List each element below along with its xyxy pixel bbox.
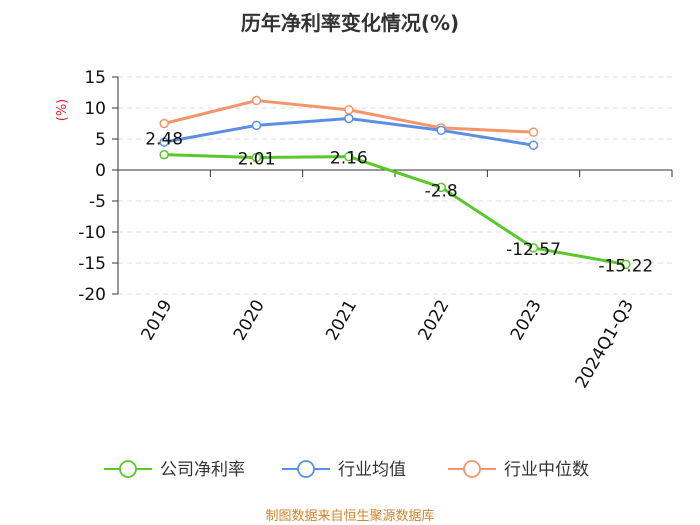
data-point-industry_avg: [436, 125, 446, 136]
y-tick-label: 0: [95, 161, 106, 181]
legend-marker-company: [119, 460, 137, 478]
y-tick-label: 5: [95, 130, 106, 150]
legend-label-industry_median: 行业中位数: [504, 460, 589, 480]
x-tick-label: 2022: [415, 297, 454, 344]
legend-marker-industry_median: [463, 460, 481, 478]
data-point-company: [528, 243, 539, 253]
data-point-industry_avg: [159, 137, 169, 147]
x-tick-label: 2024Q1-Q3: [572, 297, 639, 392]
chart-title: 历年净利率变化情况(%): [241, 11, 459, 35]
y-tick-label: 15: [84, 68, 106, 88]
x-tick-label: 2020: [230, 297, 269, 344]
y-unit-label: (%): [55, 99, 70, 122]
y-tick-label: 10: [84, 99, 106, 119]
data-point-company: [159, 149, 169, 160]
x-tick-label: 2023: [507, 297, 546, 344]
data-label: 2.48: [145, 130, 183, 150]
data-label: 2.01: [238, 150, 276, 170]
data-point-industry_median: [344, 105, 354, 115]
y-tick-label: -20: [78, 285, 106, 305]
data-point-company: [251, 152, 262, 163]
source-note: 制图数据来自恒生聚源数据库: [265, 508, 434, 524]
data-point-industry_median: [159, 118, 169, 129]
grid-lines: [118, 76, 672, 295]
data-label: -12.57: [506, 240, 561, 260]
data-point-company: [344, 151, 354, 162]
x-tick-label: 2021: [322, 297, 361, 344]
legend-label-company: 公司净利率: [160, 460, 245, 480]
data-point-industry_median: [251, 95, 262, 106]
legend: 公司净利率 行业均值 行业中位数: [104, 460, 589, 480]
series-lines: [159, 95, 631, 270]
data-label: -2.8: [425, 181, 458, 201]
data-label: 2.16: [330, 149, 368, 169]
y-tick-label: -10: [78, 223, 106, 243]
series-line-company: [164, 153, 627, 266]
y-tick-label: -15: [78, 254, 106, 274]
data-point-industry_avg: [344, 113, 354, 124]
y-tick-label: -5: [89, 192, 106, 212]
data-point-industry_avg: [251, 120, 262, 131]
data-point-industry_median: [528, 127, 539, 137]
data-labels: 2.48 2.01 2.16 -2.8 -12.57 -15.22: [145, 130, 653, 277]
x-tick-label: 2019: [138, 297, 177, 344]
data-point-company: [436, 182, 446, 193]
data-point-company: [621, 259, 631, 270]
data-point-industry_avg: [528, 140, 539, 150]
legend-label-industry_avg: 行业均值: [338, 460, 406, 480]
data-label: -15.22: [598, 256, 653, 276]
axes: 15 10 5 0 -5 -10 -15 -20 2019 2020 2021 2022 2023 202…: [78, 68, 673, 392]
legend-marker-industry_avg: [297, 460, 315, 478]
